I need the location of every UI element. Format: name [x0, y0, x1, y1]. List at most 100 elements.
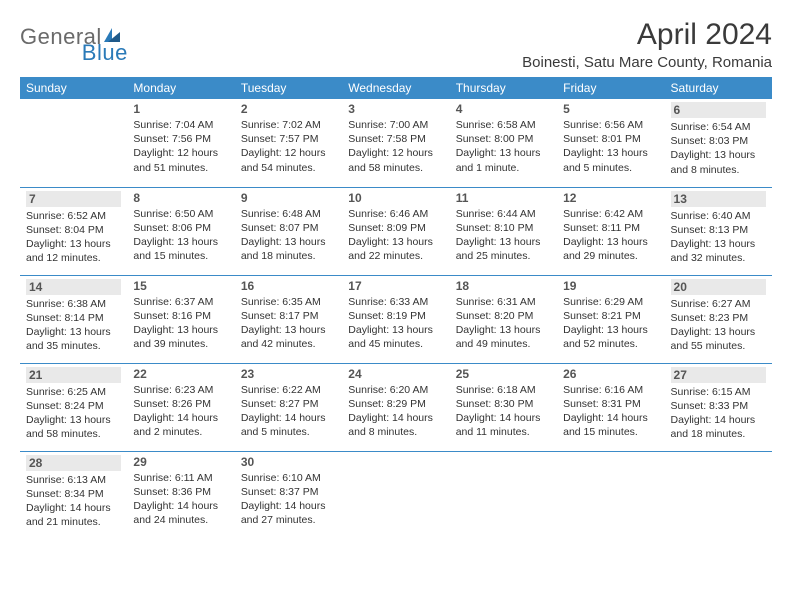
calendar-cell: 14Sunrise: 6:38 AMSunset: 8:14 PMDayligh… [20, 275, 127, 363]
daylight-text: Daylight: 14 hours and 2 minutes. [133, 411, 228, 439]
day-info: Sunrise: 6:23 AMSunset: 8:26 PMDaylight:… [133, 383, 228, 440]
day-header: Friday [557, 77, 664, 99]
sunrise-text: Sunrise: 6:37 AM [133, 295, 228, 309]
sunrise-text: Sunrise: 6:40 AM [671, 209, 766, 223]
sunrise-text: Sunrise: 6:29 AM [563, 295, 658, 309]
sunset-text: Sunset: 8:31 PM [563, 397, 658, 411]
sunrise-text: Sunrise: 6:56 AM [563, 118, 658, 132]
sunrise-text: Sunrise: 6:38 AM [26, 297, 121, 311]
sunrise-text: Sunrise: 7:04 AM [133, 118, 228, 132]
calendar-cell: 19Sunrise: 6:29 AMSunset: 8:21 PMDayligh… [557, 275, 664, 363]
sunrise-text: Sunrise: 6:44 AM [456, 207, 551, 221]
day-header: Sunday [20, 77, 127, 99]
day-header: Thursday [450, 77, 557, 99]
sunset-text: Sunset: 8:04 PM [26, 223, 121, 237]
calendar-row: 7Sunrise: 6:52 AMSunset: 8:04 PMDaylight… [20, 187, 772, 275]
day-header: Saturday [665, 77, 772, 99]
sunset-text: Sunset: 8:34 PM [26, 487, 121, 501]
daylight-text: Daylight: 13 hours and 58 minutes. [26, 413, 121, 441]
daylight-text: Daylight: 13 hours and 18 minutes. [241, 235, 336, 263]
calendar-cell: 5Sunrise: 6:56 AMSunset: 8:01 PMDaylight… [557, 99, 664, 187]
sunrise-text: Sunrise: 6:50 AM [133, 207, 228, 221]
sunrise-text: Sunrise: 6:11 AM [133, 471, 228, 485]
calendar-cell [342, 451, 449, 539]
daylight-text: Daylight: 13 hours and 49 minutes. [456, 323, 551, 351]
daylight-text: Daylight: 14 hours and 27 minutes. [241, 499, 336, 527]
day-number: 10 [348, 191, 443, 205]
day-number: 5 [563, 102, 658, 116]
day-number: 20 [671, 279, 766, 295]
day-info: Sunrise: 6:37 AMSunset: 8:16 PMDaylight:… [133, 295, 228, 352]
sunrise-text: Sunrise: 6:25 AM [26, 385, 121, 399]
day-header-row: Sunday Monday Tuesday Wednesday Thursday… [20, 77, 772, 99]
day-info: Sunrise: 6:13 AMSunset: 8:34 PMDaylight:… [26, 473, 121, 530]
daylight-text: Daylight: 13 hours and 22 minutes. [348, 235, 443, 263]
sunrise-text: Sunrise: 6:20 AM [348, 383, 443, 397]
sunset-text: Sunset: 8:33 PM [671, 399, 766, 413]
sunset-text: Sunset: 8:14 PM [26, 311, 121, 325]
day-number: 9 [241, 191, 336, 205]
sunset-text: Sunset: 8:13 PM [671, 223, 766, 237]
sunset-text: Sunset: 8:17 PM [241, 309, 336, 323]
day-info: Sunrise: 6:54 AMSunset: 8:03 PMDaylight:… [671, 120, 766, 177]
calendar-cell: 17Sunrise: 6:33 AMSunset: 8:19 PMDayligh… [342, 275, 449, 363]
brand-logo: General Blue [20, 18, 128, 50]
day-number: 27 [671, 367, 766, 383]
daylight-text: Daylight: 13 hours and 15 minutes. [133, 235, 228, 263]
day-number: 12 [563, 191, 658, 205]
daylight-text: Daylight: 14 hours and 5 minutes. [241, 411, 336, 439]
day-number: 6 [671, 102, 766, 118]
daylight-text: Daylight: 14 hours and 8 minutes. [348, 411, 443, 439]
day-info: Sunrise: 6:58 AMSunset: 8:00 PMDaylight:… [456, 118, 551, 175]
day-number: 7 [26, 191, 121, 207]
day-number: 8 [133, 191, 228, 205]
sunset-text: Sunset: 8:26 PM [133, 397, 228, 411]
calendar-cell: 11Sunrise: 6:44 AMSunset: 8:10 PMDayligh… [450, 187, 557, 275]
calendar-row: 28 Sunrise: 6:13 AMSunset: 8:34 PMDayligh… [20, 451, 772, 539]
daylight-text: Daylight: 13 hours and 12 minutes. [26, 237, 121, 265]
day-number: 24 [348, 367, 443, 381]
day-number: 25 [456, 367, 551, 381]
day-header: Monday [127, 77, 234, 99]
sunset-text: Sunset: 8:10 PM [456, 221, 551, 235]
calendar-cell: 16 Sunrise: 6:35 AMSunset: 8:17 PMDayligh… [235, 275, 342, 363]
sunrise-text: Sunrise: 6:48 AM [241, 207, 336, 221]
sunrise-text: Sunrise: 6:52 AM [26, 209, 121, 223]
day-number: 14 [26, 279, 121, 295]
day-info: Sunrise: 6:20 AMSunset: 8:29 PMDaylight:… [348, 383, 443, 440]
calendar-cell: 28 Sunrise: 6:13 AMSunset: 8:34 PMDayligh… [20, 451, 127, 539]
calendar-cell: 25 Sunrise: 6:18 AMSunset: 8:30 PMDayligh… [450, 363, 557, 451]
sunset-text: Sunset: 8:27 PM [241, 397, 336, 411]
calendar-cell: 29Sunrise: 6:11 AMSunset: 8:36 PMDayligh… [127, 451, 234, 539]
day-info: Sunrise: 6:18 AMSunset: 8:30 PMDaylight:… [456, 383, 551, 440]
calendar-cell [20, 99, 127, 187]
day-info: Sunrise: 6:15 AMSunset: 8:33 PMDaylight:… [671, 385, 766, 442]
day-number: 21 [26, 367, 121, 383]
calendar-row: 1Sunrise: 7:04 AMSunset: 7:56 PMDaylight… [20, 99, 772, 187]
calendar-page: General Blue April 2024 Boinesti, Satu M… [0, 0, 792, 539]
day-number: 2 [241, 102, 336, 116]
day-info: Sunrise: 6:35 AMSunset: 8:17 PMDaylight:… [241, 295, 336, 352]
daylight-text: Daylight: 13 hours and 45 minutes. [348, 323, 443, 351]
calendar-cell: 27 Sunrise: 6:15 AMSunset: 8:33 PMDayligh… [665, 363, 772, 451]
sunrise-text: Sunrise: 6:16 AM [563, 383, 658, 397]
sunset-text: Sunset: 8:30 PM [456, 397, 551, 411]
calendar-cell: 24 Sunrise: 6:20 AMSunset: 8:29 PMDayligh… [342, 363, 449, 451]
sunset-text: Sunset: 8:03 PM [671, 134, 766, 148]
header: General Blue April 2024 Boinesti, Satu M… [20, 18, 772, 71]
day-number: 13 [671, 191, 766, 207]
month-title: April 2024 [522, 18, 772, 52]
day-number: 28 [26, 455, 121, 471]
daylight-text: Daylight: 14 hours and 11 minutes. [456, 411, 551, 439]
day-info: Sunrise: 6:42 AMSunset: 8:11 PMDaylight:… [563, 207, 658, 264]
calendar-cell: 30Sunrise: 6:10 AMSunset: 8:37 PMDayligh… [235, 451, 342, 539]
sunrise-text: Sunrise: 6:10 AM [241, 471, 336, 485]
calendar-cell: 26Sunrise: 6:16 AMSunset: 8:31 PMDayligh… [557, 363, 664, 451]
sunrise-text: Sunrise: 6:31 AM [456, 295, 551, 309]
day-header: Tuesday [235, 77, 342, 99]
sunset-text: Sunset: 8:24 PM [26, 399, 121, 413]
day-number: 16 [241, 279, 336, 293]
daylight-text: Daylight: 13 hours and 5 minutes. [563, 146, 658, 174]
day-number: 15 [133, 279, 228, 293]
day-number: 1 [133, 102, 228, 116]
